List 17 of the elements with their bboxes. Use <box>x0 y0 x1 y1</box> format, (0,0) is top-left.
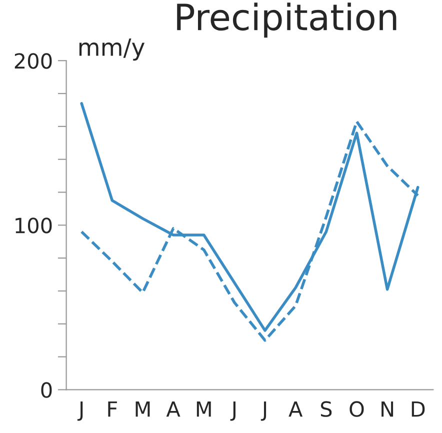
x-tick-label: M <box>136 401 150 417</box>
x-tick-label: O <box>350 401 364 417</box>
y-axis-title: mm/y <box>79 38 145 61</box>
y-tick-label: 100 <box>16 218 52 234</box>
x-tick-label: S <box>320 401 332 417</box>
x-tick-label: J <box>77 401 83 421</box>
x-tick-label: N <box>382 401 394 417</box>
x-tick-label: A <box>166 401 180 417</box>
x-tick-label: J <box>260 401 266 421</box>
x-tick-label: D <box>412 401 425 417</box>
x-tick-label: J <box>230 401 236 421</box>
chart-title: Precipitation <box>177 2 396 38</box>
x-tick-label: A <box>288 401 303 417</box>
x-tick-label: F <box>108 401 117 417</box>
x-tick-label: M <box>196 401 211 417</box>
y-tick-label: 0 <box>41 382 52 398</box>
y-tick-label: 200 <box>14 53 52 69</box>
